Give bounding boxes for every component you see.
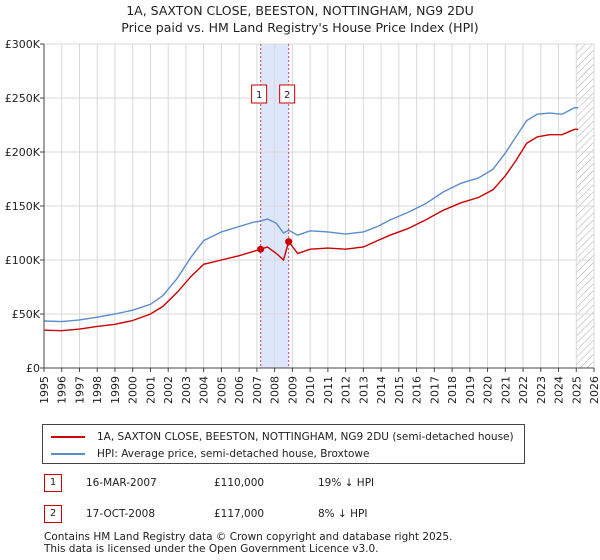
transaction-hpi-diff: 8% ↓ HPI — [318, 508, 368, 520]
x-tick-label: 2011 — [322, 376, 335, 404]
y-tick-label: £0 — [26, 362, 40, 375]
y-tick-label: £300K — [5, 38, 41, 51]
x-tick-label: 2008 — [269, 376, 282, 404]
sale-marker-box — [279, 84, 296, 104]
y-tick-label: £100K — [5, 254, 41, 267]
transaction-date: 16-MAR-2007 — [86, 477, 157, 489]
x-tick-label: 2016 — [411, 376, 424, 404]
title-line-2: Price paid vs. HM Land Registry's House … — [121, 20, 479, 35]
x-tick-label: 1996 — [56, 376, 69, 404]
transaction-price: £117,000 — [214, 508, 265, 520]
x-tick-label: 2009 — [286, 376, 299, 404]
legend-item-property: 1A, SAXTON CLOSE, BEESTON, NOTTINGHAM, N… — [51, 429, 514, 445]
x-tick-label: 2015 — [393, 376, 406, 404]
transaction-marker: 1 — [44, 474, 62, 492]
sale-point — [285, 238, 293, 246]
x-tick-label: 2000 — [127, 376, 140, 404]
x-tick-label: 2022 — [517, 376, 530, 404]
legend-item-hpi: HPI: Average price, semi-detached house,… — [51, 446, 369, 462]
x-tick-label: 2023 — [535, 376, 548, 404]
property-price-line — [43, 128, 578, 332]
x-tick-label: 2025 — [570, 376, 583, 404]
y-tick-label: £200K — [5, 146, 41, 159]
y-tick-label: £50K — [12, 308, 41, 321]
x-tick-label: 2001 — [144, 376, 157, 404]
sale-marker-label: 1 — [256, 90, 262, 101]
transaction-row: 2 17-OCT-2008 £117,000 8% ↓ HPI — [44, 505, 464, 525]
x-tick-label: 2005 — [215, 376, 228, 404]
footer-line-2: This data is licensed under the Open Gov… — [44, 543, 379, 555]
transaction-marker: 2 — [44, 505, 62, 523]
x-tick-label: 2003 — [180, 376, 193, 404]
title-line-1: 1A, SAXTON CLOSE, BEESTON, NOTTINGHAM, N… — [126, 3, 474, 18]
sale-marker-label: 2 — [284, 90, 290, 101]
transaction-date: 17-OCT-2008 — [86, 508, 155, 520]
x-tick-label: 2019 — [464, 376, 477, 404]
x-tick-label: 2002 — [162, 376, 175, 404]
chart-title: 1A, SAXTON CLOSE, BEESTON, NOTTINGHAM, N… — [0, 2, 600, 36]
sale-point — [257, 245, 265, 253]
transaction-hpi-diff: 19% ↓ HPI — [318, 477, 375, 489]
legend-label-property: 1A, SAXTON CLOSE, BEESTON, NOTTINGHAM, N… — [97, 431, 514, 443]
x-tick-label: 2006 — [233, 376, 246, 404]
footer-line-1: Contains HM Land Registry data © Crown c… — [44, 531, 453, 543]
x-tick-label: 1999 — [109, 376, 122, 404]
x-tick-label: 2013 — [357, 376, 370, 404]
legend-swatch-hpi — [51, 453, 85, 455]
y-tick-label: £150K — [5, 200, 41, 213]
transaction-row: 1 16-MAR-2007 £110,000 19% ↓ HPI — [44, 474, 464, 494]
x-tick-label: 2010 — [304, 376, 317, 404]
x-tick-label: 2014 — [375, 376, 388, 404]
x-tick-label: 2020 — [482, 376, 495, 404]
x-tick-label: 2007 — [251, 376, 264, 404]
legend-swatch-property — [51, 436, 85, 438]
chart-legend: 1A, SAXTON CLOSE, BEESTON, NOTTINGHAM, N… — [42, 424, 525, 464]
price-chart: 1 2 £0 £50K £100K £150K £200K £250K £300K 1995 199… — [5, 38, 600, 404]
x-tick-label: 2017 — [428, 376, 441, 404]
x-tick-label: 2004 — [198, 376, 211, 404]
legend-label-hpi: HPI: Average price, semi-detached house,… — [97, 448, 370, 460]
x-tick-label: 1997 — [73, 376, 86, 404]
x-tick-label: 1995 — [38, 376, 51, 404]
hpi-line — [43, 107, 578, 323]
x-tick-label: 2021 — [499, 376, 512, 404]
x-tick-label: 2018 — [446, 376, 459, 404]
y-tick-label: £250K — [5, 92, 41, 105]
x-tick-label: 2024 — [553, 376, 566, 404]
sale-marker-box — [251, 84, 268, 104]
x-tick-label: 1998 — [91, 376, 104, 404]
transaction-price: £110,000 — [214, 477, 265, 489]
footer-attribution: Contains HM Land Registry data © Crown c… — [44, 531, 452, 555]
x-tick-label: 2012 — [340, 376, 353, 404]
x-tick-label: 2026 — [588, 376, 600, 404]
